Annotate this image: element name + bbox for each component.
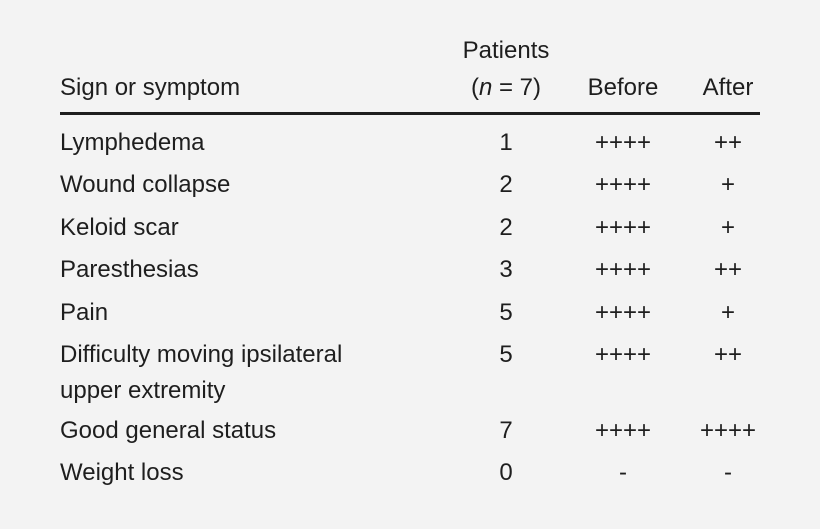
cell-sign: Lymphedema	[60, 129, 205, 156]
cell-patients: 3	[499, 256, 513, 283]
cell-sign: Weight loss	[60, 459, 184, 486]
cell-patients: 2	[499, 214, 513, 241]
header-sign: Sign or symptom	[60, 74, 241, 101]
cell-patients: 1	[499, 129, 513, 156]
cell-before: ++++	[594, 129, 652, 156]
header-rule	[60, 112, 760, 115]
cell-before: ++++	[594, 417, 652, 444]
cell-after: +	[720, 299, 736, 326]
cell-sign: Keloid scar	[60, 214, 179, 241]
cell-after: ++	[713, 341, 743, 368]
cell-after: +	[720, 171, 736, 198]
cell-patients: 2	[499, 171, 513, 198]
header-patients: Patients	[462, 37, 550, 64]
cell-before: ++++	[594, 214, 652, 241]
cell-before: -	[619, 459, 627, 486]
cell-before: ++++	[594, 299, 652, 326]
cell-patients: 5	[499, 341, 513, 368]
header-before: Before	[587, 74, 659, 101]
cell-before: ++++	[594, 341, 652, 368]
cell-sign: Pain	[60, 299, 109, 326]
cell-patients: 5	[499, 299, 513, 326]
cell-sign: Wound collapse	[60, 171, 231, 198]
cell-after: ++	[713, 256, 743, 283]
cell-after: +	[720, 214, 736, 241]
cell-sign: Paresthesias	[60, 256, 199, 283]
cell-patients: 0	[499, 459, 513, 486]
header-after: After	[702, 74, 754, 101]
cell-after: ++	[713, 129, 743, 156]
header-patients-n: (n = 7)	[470, 74, 542, 101]
cell-after: -	[724, 459, 732, 486]
cell-patients: 7	[499, 417, 513, 444]
cell-before: ++++	[594, 256, 652, 283]
cell-sign2: upper extremity	[60, 377, 226, 404]
cell-sign: Difficulty moving ipsilateral	[60, 341, 343, 368]
cell-before: ++++	[594, 171, 652, 198]
cell-sign: Good general status	[60, 417, 277, 444]
cell-after: ++++	[699, 417, 757, 444]
